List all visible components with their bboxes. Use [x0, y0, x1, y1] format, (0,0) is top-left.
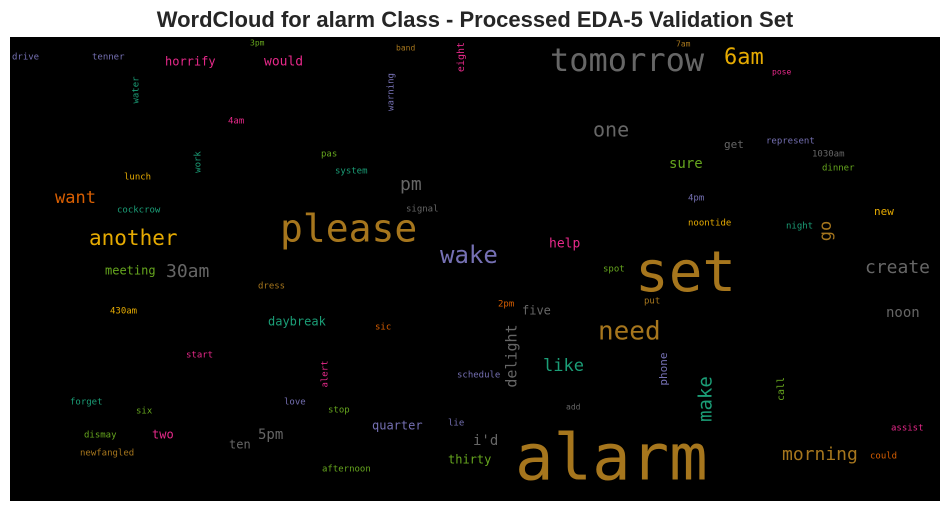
word: 6am	[724, 45, 764, 70]
word: delight	[503, 324, 521, 387]
chart-title: WordCloud for alarm Class - Processed ED…	[157, 7, 794, 32]
word: daybreak	[268, 315, 327, 329]
word: stop	[328, 406, 350, 416]
word: cockcrow	[117, 206, 161, 216]
word: forget	[70, 398, 103, 408]
word: dinner	[822, 164, 855, 174]
word: pas	[321, 150, 337, 160]
word: tenner	[92, 53, 125, 63]
word: lunch	[124, 173, 151, 183]
word: phone	[657, 352, 670, 385]
word: sic	[375, 323, 391, 333]
word: 4am	[228, 117, 244, 127]
word: want	[55, 188, 96, 208]
word: 4pm	[688, 194, 704, 204]
word: 30am	[166, 261, 209, 282]
word: need	[598, 317, 661, 347]
word: schedule	[457, 371, 500, 381]
word: noon	[886, 305, 920, 321]
word: lie	[448, 419, 464, 429]
word: put	[644, 297, 660, 307]
word: dismay	[84, 431, 117, 441]
word: could	[870, 452, 897, 462]
word: help	[549, 237, 580, 252]
word: one	[593, 118, 629, 142]
word: alert	[321, 360, 331, 387]
word: noontide	[688, 219, 731, 229]
word: newfangled	[80, 449, 134, 459]
word: 1030am	[812, 150, 845, 160]
word: system	[335, 167, 368, 177]
word: 5pm	[258, 427, 283, 443]
word: assist	[891, 424, 924, 434]
word: go	[816, 221, 836, 241]
word: start	[186, 351, 213, 361]
word: i'd	[473, 433, 498, 449]
word: would	[264, 55, 303, 70]
word: add	[566, 403, 581, 412]
word: 3pm	[250, 39, 265, 48]
word: new	[874, 205, 894, 218]
word: warning	[387, 73, 397, 111]
word: five	[522, 304, 551, 318]
word: set	[635, 240, 736, 305]
word: tomorrow	[550, 41, 705, 79]
word: horrify	[165, 55, 216, 69]
word: ten	[229, 438, 251, 452]
word: sure	[669, 156, 703, 172]
word: quarter	[372, 419, 423, 433]
word: get	[724, 138, 744, 151]
cloud-background	[10, 37, 940, 501]
word: 2pm	[498, 300, 514, 310]
word: work	[194, 151, 204, 173]
word: please	[280, 207, 417, 251]
word: love	[284, 398, 306, 408]
word: water	[132, 76, 142, 104]
word: 7am	[676, 40, 691, 49]
word: represent	[766, 137, 815, 147]
word: afternoon	[322, 465, 371, 475]
word: drive	[12, 53, 39, 63]
word: create	[865, 257, 930, 278]
word: wake	[440, 241, 498, 269]
word: morning	[782, 444, 858, 465]
word: dress	[258, 282, 285, 292]
word: call	[776, 377, 787, 401]
word: pm	[400, 174, 422, 195]
word: meeting	[105, 264, 156, 278]
word: six	[136, 407, 153, 417]
word: pose	[772, 68, 791, 77]
word: like	[543, 356, 584, 376]
word: 430am	[110, 307, 137, 317]
word: signal	[406, 205, 439, 215]
word: night	[786, 222, 813, 232]
word: another	[89, 226, 178, 250]
word: spot	[603, 265, 625, 275]
word: thirty	[448, 453, 491, 467]
word: band	[396, 44, 415, 53]
word: alarm	[515, 422, 708, 496]
word: eight	[456, 42, 467, 72]
word: two	[152, 428, 174, 442]
word: make	[695, 376, 717, 422]
